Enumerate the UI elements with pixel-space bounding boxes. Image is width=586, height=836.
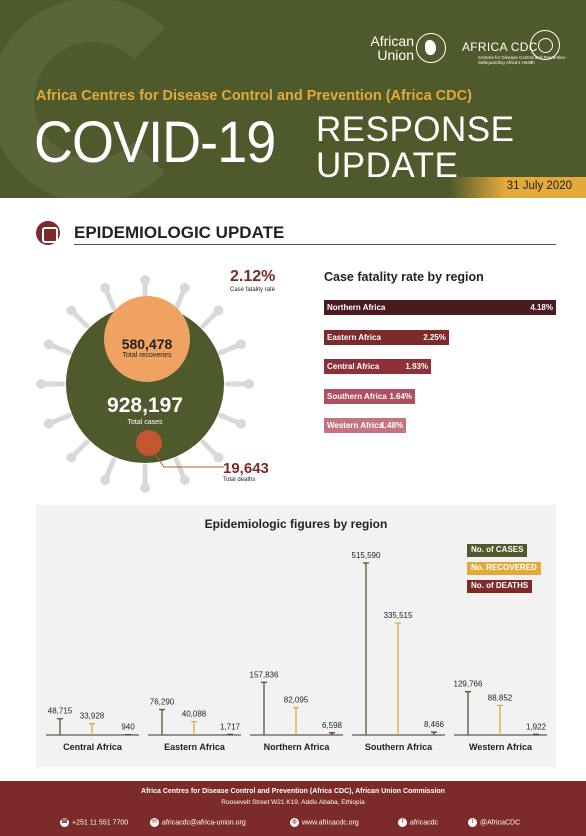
cfr-bar-region-label: Southern Africa	[327, 391, 387, 401]
cfr-bar: Central Africa 1.93%	[324, 359, 432, 374]
epi-data-label: 48,715	[48, 707, 73, 716]
footer-organization: Africa Centres for Disease Control and P…	[141, 788, 445, 795]
recoveries-circle	[104, 296, 190, 382]
footer: Africa Centres for Disease Control and P…	[0, 781, 586, 836]
virus-spike-tip	[244, 379, 254, 389]
africa-cdc-logo: AFRICA CDC	[462, 40, 538, 54]
virus-spike-tip	[179, 475, 190, 486]
virus-spike-tip	[43, 339, 54, 350]
globe-icon: ◍	[290, 818, 299, 827]
cfr-bar: Western Africa 1.48%	[324, 418, 407, 433]
epi-category-label: Central Africa	[63, 742, 123, 752]
virus-spike-tip	[140, 275, 150, 285]
organization-title: Africa Centres for Disease Control and P…	[36, 88, 472, 104]
virus-magnifier-icon	[36, 221, 60, 245]
total-cases-value: 928,197	[107, 394, 183, 417]
epi-data-label: 40,088	[182, 710, 207, 719]
epi-data-label: 88,852	[488, 693, 513, 702]
total-recoveries-value: 580,478	[121, 336, 173, 352]
epi-legend-item: No. of CASES	[467, 544, 528, 557]
epi-data-label: 33,928	[80, 712, 105, 721]
header-banner: African Union AFRICA CDC Centres for Dis…	[0, 0, 586, 198]
email-icon: ✉	[150, 818, 159, 827]
total-recoveries-label: Total recoveries	[122, 352, 172, 359]
virus-spike-tip	[43, 418, 54, 429]
virus-spike-tip	[66, 305, 77, 316]
epi-data-label: 940	[121, 723, 135, 732]
epi-category-label: Southern Africa	[365, 742, 433, 752]
footer-address: Roosevelt Street W21 K19, Addis Ababa, E…	[221, 799, 365, 806]
cfr-bar-value-label: 1.48%	[380, 421, 404, 430]
epi-category-label: Western Africa	[469, 742, 533, 752]
virus-spike-tip	[36, 379, 46, 389]
footer-email[interactable]: ✉ africacdc@africa-union.org	[150, 818, 246, 827]
virus-spike-tip	[140, 483, 150, 493]
subtitle-line-2: UPDATE	[316, 146, 459, 185]
virus-spike-tip	[213, 452, 224, 463]
cfr-bar-value-label: 2.25%	[423, 332, 446, 342]
epi-data-label: 515,590	[352, 551, 381, 560]
twitter-icon: t	[468, 818, 477, 827]
cfr-chart-title: Case fatality rate by region	[324, 270, 484, 284]
facebook-icon: f	[398, 818, 407, 827]
cfr-bar-value-label: 1.64%	[389, 391, 413, 401]
virus-spike-tip	[100, 475, 111, 486]
africa-cdc-tagline: Centres for Disease Control and Preventi…	[478, 55, 568, 65]
epi-legend-item: No. of DEATHS	[467, 580, 533, 593]
deaths-connector	[151, 449, 224, 468]
epi-data-label: 6,598	[322, 721, 343, 730]
subtitle-line-1: RESPONSE	[316, 110, 515, 149]
epi-data-label: 76,290	[150, 698, 175, 707]
section-divider	[74, 244, 556, 245]
footer-twitter[interactable]: t @AfricaCDC	[468, 818, 520, 827]
epi-chart-svg: Central Africa 48,715 33,928 940 Eastern Afr…	[46, 551, 547, 752]
africa-globe-icon	[416, 33, 446, 63]
epi-legend-item: No. RECOVERED	[467, 562, 541, 575]
phone-icon: ☎	[60, 818, 69, 827]
cfr-bar-region-label: Western Africa	[327, 421, 384, 430]
virus-spike-tip	[66, 452, 77, 463]
cfr-bar: Southern Africa 1.64%	[324, 388, 416, 404]
africa-cdc-emblem-icon	[530, 30, 560, 60]
report-date: 31 July 2020	[506, 180, 572, 192]
deaths-circle	[136, 430, 162, 456]
epi-data-label: 157,836	[250, 670, 279, 679]
epi-data-label: 1,922	[526, 722, 547, 731]
page-subtitle: RESPONSE UPDATE	[316, 112, 515, 184]
virus-spike-tip	[213, 305, 224, 316]
total-cases-label: Total cases	[127, 419, 163, 426]
virus-spike-tip	[236, 339, 247, 350]
virus-spike-tip	[236, 418, 247, 429]
footer-facebook[interactable]: f africacdc	[398, 818, 438, 827]
cfr-value: 2.12%	[230, 268, 276, 285]
cfr-bar-region-label: Central Africa	[327, 362, 380, 371]
virus-spike-tip	[179, 282, 190, 293]
total-deaths-label: Total deaths	[223, 477, 256, 483]
epi-data-label: 1,717	[220, 722, 241, 731]
epi-chart-title: Epidemiologic figures by region	[204, 517, 388, 531]
footer-website[interactable]: ◍ www.africacdc.org	[290, 818, 359, 827]
section-title: EPIDEMIOLOGIC UPDATE	[74, 223, 285, 242]
cfr-label: Case fatality rate	[230, 287, 276, 293]
african-union-logo: African Union	[370, 33, 414, 63]
total-deaths-value: 19,643	[223, 460, 269, 477]
date-bar: 31 July 2020	[450, 177, 586, 198]
epi-category-label: Northern Africa	[264, 742, 331, 752]
epi-data-label: 8,466	[424, 720, 445, 729]
epi-data-label: 335,515	[384, 611, 413, 620]
cfr-bar-region-label: Eastern Africa	[327, 332, 381, 342]
cfr-bar-value-label: 1.93%	[405, 362, 429, 371]
epi-data-label: 82,095	[284, 696, 309, 705]
cfr-bar: Northern Africa 4.18%	[324, 300, 556, 315]
cfr-bar-region-label: Northern Africa	[327, 303, 386, 312]
epi-category-label: Eastern Africa	[164, 742, 226, 752]
epi-data-label: 129,766	[454, 680, 483, 689]
cfr-bar: Eastern Africa 2.25%	[324, 329, 449, 345]
virus-spike-tip	[100, 282, 111, 293]
cfr-bar-value-label: 4.18%	[530, 303, 553, 312]
footer-phone: ☎ +251 11 551 7700	[60, 818, 129, 827]
page-title: COVID-19	[34, 110, 276, 175]
